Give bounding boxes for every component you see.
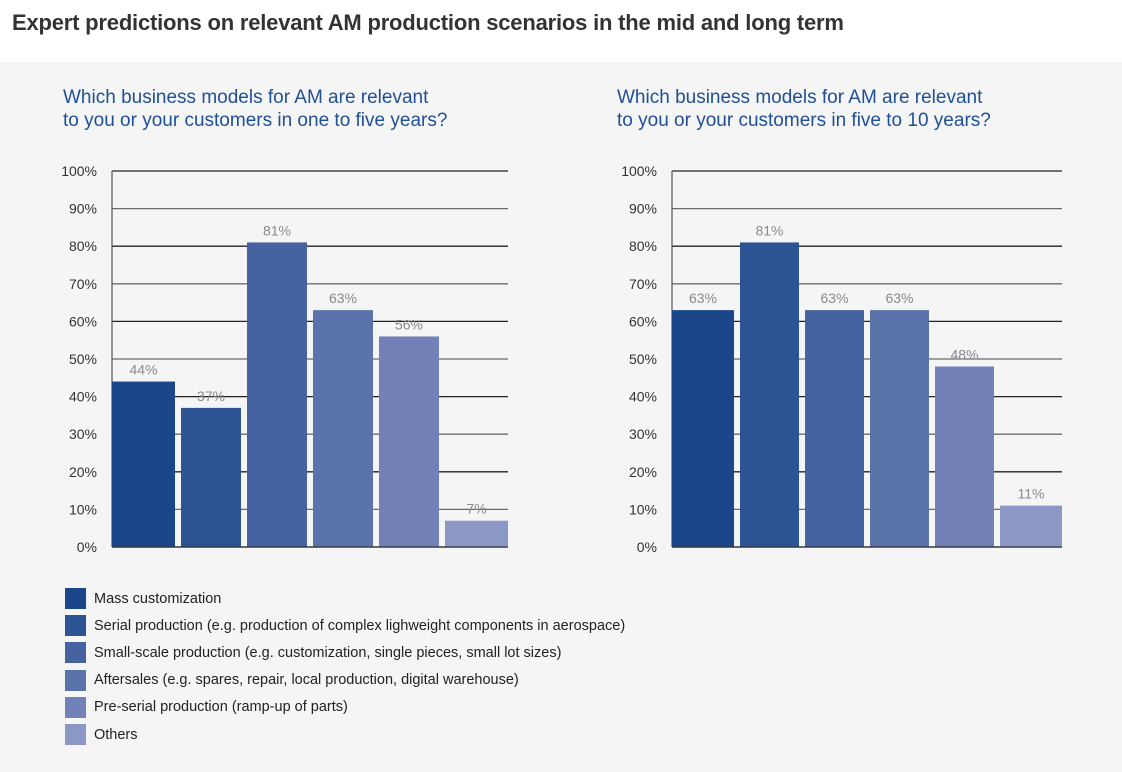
y-tick-label: 10%: [629, 501, 657, 517]
bar: [313, 310, 373, 547]
legend-item: Aftersales (e.g. spares, repair, local p…: [65, 667, 625, 694]
data-label: 81%: [263, 222, 291, 238]
legend-swatch: [65, 615, 86, 637]
chart-2-title-line-1: Which business models for AM are relevan…: [617, 87, 983, 108]
legend-label: Small-scale production (e.g. customizati…: [94, 644, 562, 661]
legend-swatch: [65, 724, 86, 746]
data-label: 44%: [129, 362, 157, 378]
bar: [112, 381, 175, 547]
y-tick-label: 70%: [629, 276, 657, 292]
chart-2-title: Which business models for AM are relevan…: [617, 86, 991, 132]
legend-item: Serial production (e.g. production of co…: [65, 612, 625, 639]
y-tick-label: 80%: [69, 238, 97, 254]
y-tick-label: 50%: [629, 351, 657, 367]
bar: [870, 310, 929, 547]
y-tick-label: 70%: [69, 276, 97, 292]
legend-label: Mass customization: [94, 590, 222, 607]
chart-1-title-line-2: to you or your customers in one to five …: [63, 110, 448, 131]
y-tick-label: 50%: [69, 351, 97, 367]
y-tick-label: 90%: [629, 201, 657, 217]
data-label: 48%: [950, 347, 978, 363]
y-tick-label: 100%: [621, 163, 657, 179]
y-tick-label: 0%: [637, 539, 657, 555]
y-tick-label: 0%: [77, 539, 97, 555]
legend: Mass customization Serial production (e.g…: [65, 585, 625, 748]
bar: [247, 242, 307, 547]
y-tick-label: 60%: [69, 313, 97, 329]
legend-swatch: [65, 642, 86, 664]
data-label: 37%: [197, 388, 225, 404]
legend-item: Others: [65, 721, 625, 748]
legend-label: Serial production (e.g. production of co…: [94, 617, 626, 634]
y-tick-label: 40%: [629, 389, 657, 405]
chart-1-title-line-1: Which business models for AM are relevan…: [63, 87, 429, 108]
y-tick-label: 60%: [629, 313, 657, 329]
data-label: 11%: [1018, 486, 1045, 502]
data-label: 56%: [395, 316, 423, 332]
bar: [740, 242, 799, 547]
legend-swatch: [65, 669, 86, 691]
y-tick-label: 40%: [69, 389, 97, 405]
bar: [672, 310, 734, 547]
legend-swatch: [65, 588, 86, 610]
legend-item: Pre-serial production (ramp-up of parts): [65, 694, 625, 721]
chart-1: 0% 10% 20% 30% 40% 50% 60% 70% 80% 90% 100% 44% 37% 8…: [61, 163, 508, 555]
legend-label: Aftersales (e.g. spares, repair, local p…: [94, 672, 519, 689]
bar: [181, 407, 241, 547]
bar: [379, 336, 439, 547]
legend-label: Pre-serial production (ramp-up of parts): [94, 699, 348, 716]
chart-2-title-line-2: to you or your customers in five to 10 y…: [617, 110, 991, 131]
legend-label: Others: [94, 726, 138, 743]
y-tick-label: 30%: [69, 426, 97, 442]
data-label: 63%: [329, 290, 357, 306]
legend-swatch: [65, 696, 86, 718]
y-tick-label: 80%: [629, 238, 657, 254]
data-label: 7%: [466, 501, 486, 517]
legend-item: Mass customization: [65, 585, 625, 612]
bar: [445, 520, 508, 547]
data-label: 81%: [755, 222, 783, 238]
data-label: 63%: [820, 290, 848, 306]
page-title: Expert predictions on relevant AM produc…: [12, 10, 844, 35]
legend-item: Small-scale production (e.g. customizati…: [65, 639, 625, 666]
y-tick-label: 100%: [61, 163, 97, 179]
y-tick-label: 20%: [69, 464, 97, 480]
bar: [935, 366, 994, 547]
data-label: 63%: [885, 290, 913, 306]
y-tick-label: 10%: [69, 501, 97, 517]
chart-1-title: Which business models for AM are relevan…: [63, 86, 447, 132]
y-tick-label: 20%: [629, 464, 657, 480]
bar: [805, 310, 864, 547]
y-tick-label: 30%: [629, 426, 657, 442]
bar: [1000, 505, 1062, 547]
data-label: 63%: [689, 290, 717, 306]
chart-2: 0% 10% 20% 30% 40% 50% 60% 70% 80% 90% 100% 63% 81% 6…: [621, 163, 1062, 555]
y-tick-label: 90%: [69, 201, 97, 217]
